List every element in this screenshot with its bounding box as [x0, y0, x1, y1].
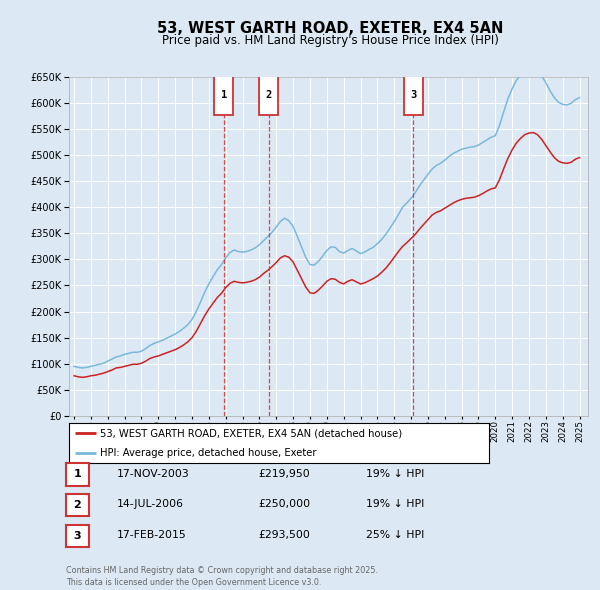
Text: 53, WEST GARTH ROAD, EXETER, EX4 5AN: 53, WEST GARTH ROAD, EXETER, EX4 5AN: [157, 21, 503, 35]
Text: 1: 1: [221, 90, 227, 100]
Text: 19% ↓ HPI: 19% ↓ HPI: [366, 469, 424, 478]
Text: 3: 3: [410, 90, 416, 100]
Text: £219,950: £219,950: [258, 469, 310, 478]
Text: 17-FEB-2015: 17-FEB-2015: [117, 530, 187, 540]
FancyBboxPatch shape: [214, 75, 233, 115]
Text: Price paid vs. HM Land Registry's House Price Index (HPI): Price paid vs. HM Land Registry's House …: [161, 34, 499, 47]
Text: HPI: Average price, detached house, Exeter: HPI: Average price, detached house, Exet…: [101, 448, 317, 458]
Text: 3: 3: [74, 531, 81, 540]
Text: 1: 1: [74, 470, 81, 479]
Text: 53, WEST GARTH ROAD, EXETER, EX4 5AN (detached house): 53, WEST GARTH ROAD, EXETER, EX4 5AN (de…: [101, 428, 403, 438]
Text: 2: 2: [265, 90, 272, 100]
Text: 19% ↓ HPI: 19% ↓ HPI: [366, 500, 424, 509]
Text: Contains HM Land Registry data © Crown copyright and database right 2025.
This d: Contains HM Land Registry data © Crown c…: [66, 566, 378, 587]
Text: 25% ↓ HPI: 25% ↓ HPI: [366, 530, 424, 540]
Text: 14-JUL-2006: 14-JUL-2006: [117, 500, 184, 509]
FancyBboxPatch shape: [404, 75, 422, 115]
FancyBboxPatch shape: [259, 75, 278, 115]
Text: £250,000: £250,000: [258, 500, 310, 509]
Text: £293,500: £293,500: [258, 530, 310, 540]
Text: 17-NOV-2003: 17-NOV-2003: [117, 469, 190, 478]
Text: 2: 2: [74, 500, 81, 510]
